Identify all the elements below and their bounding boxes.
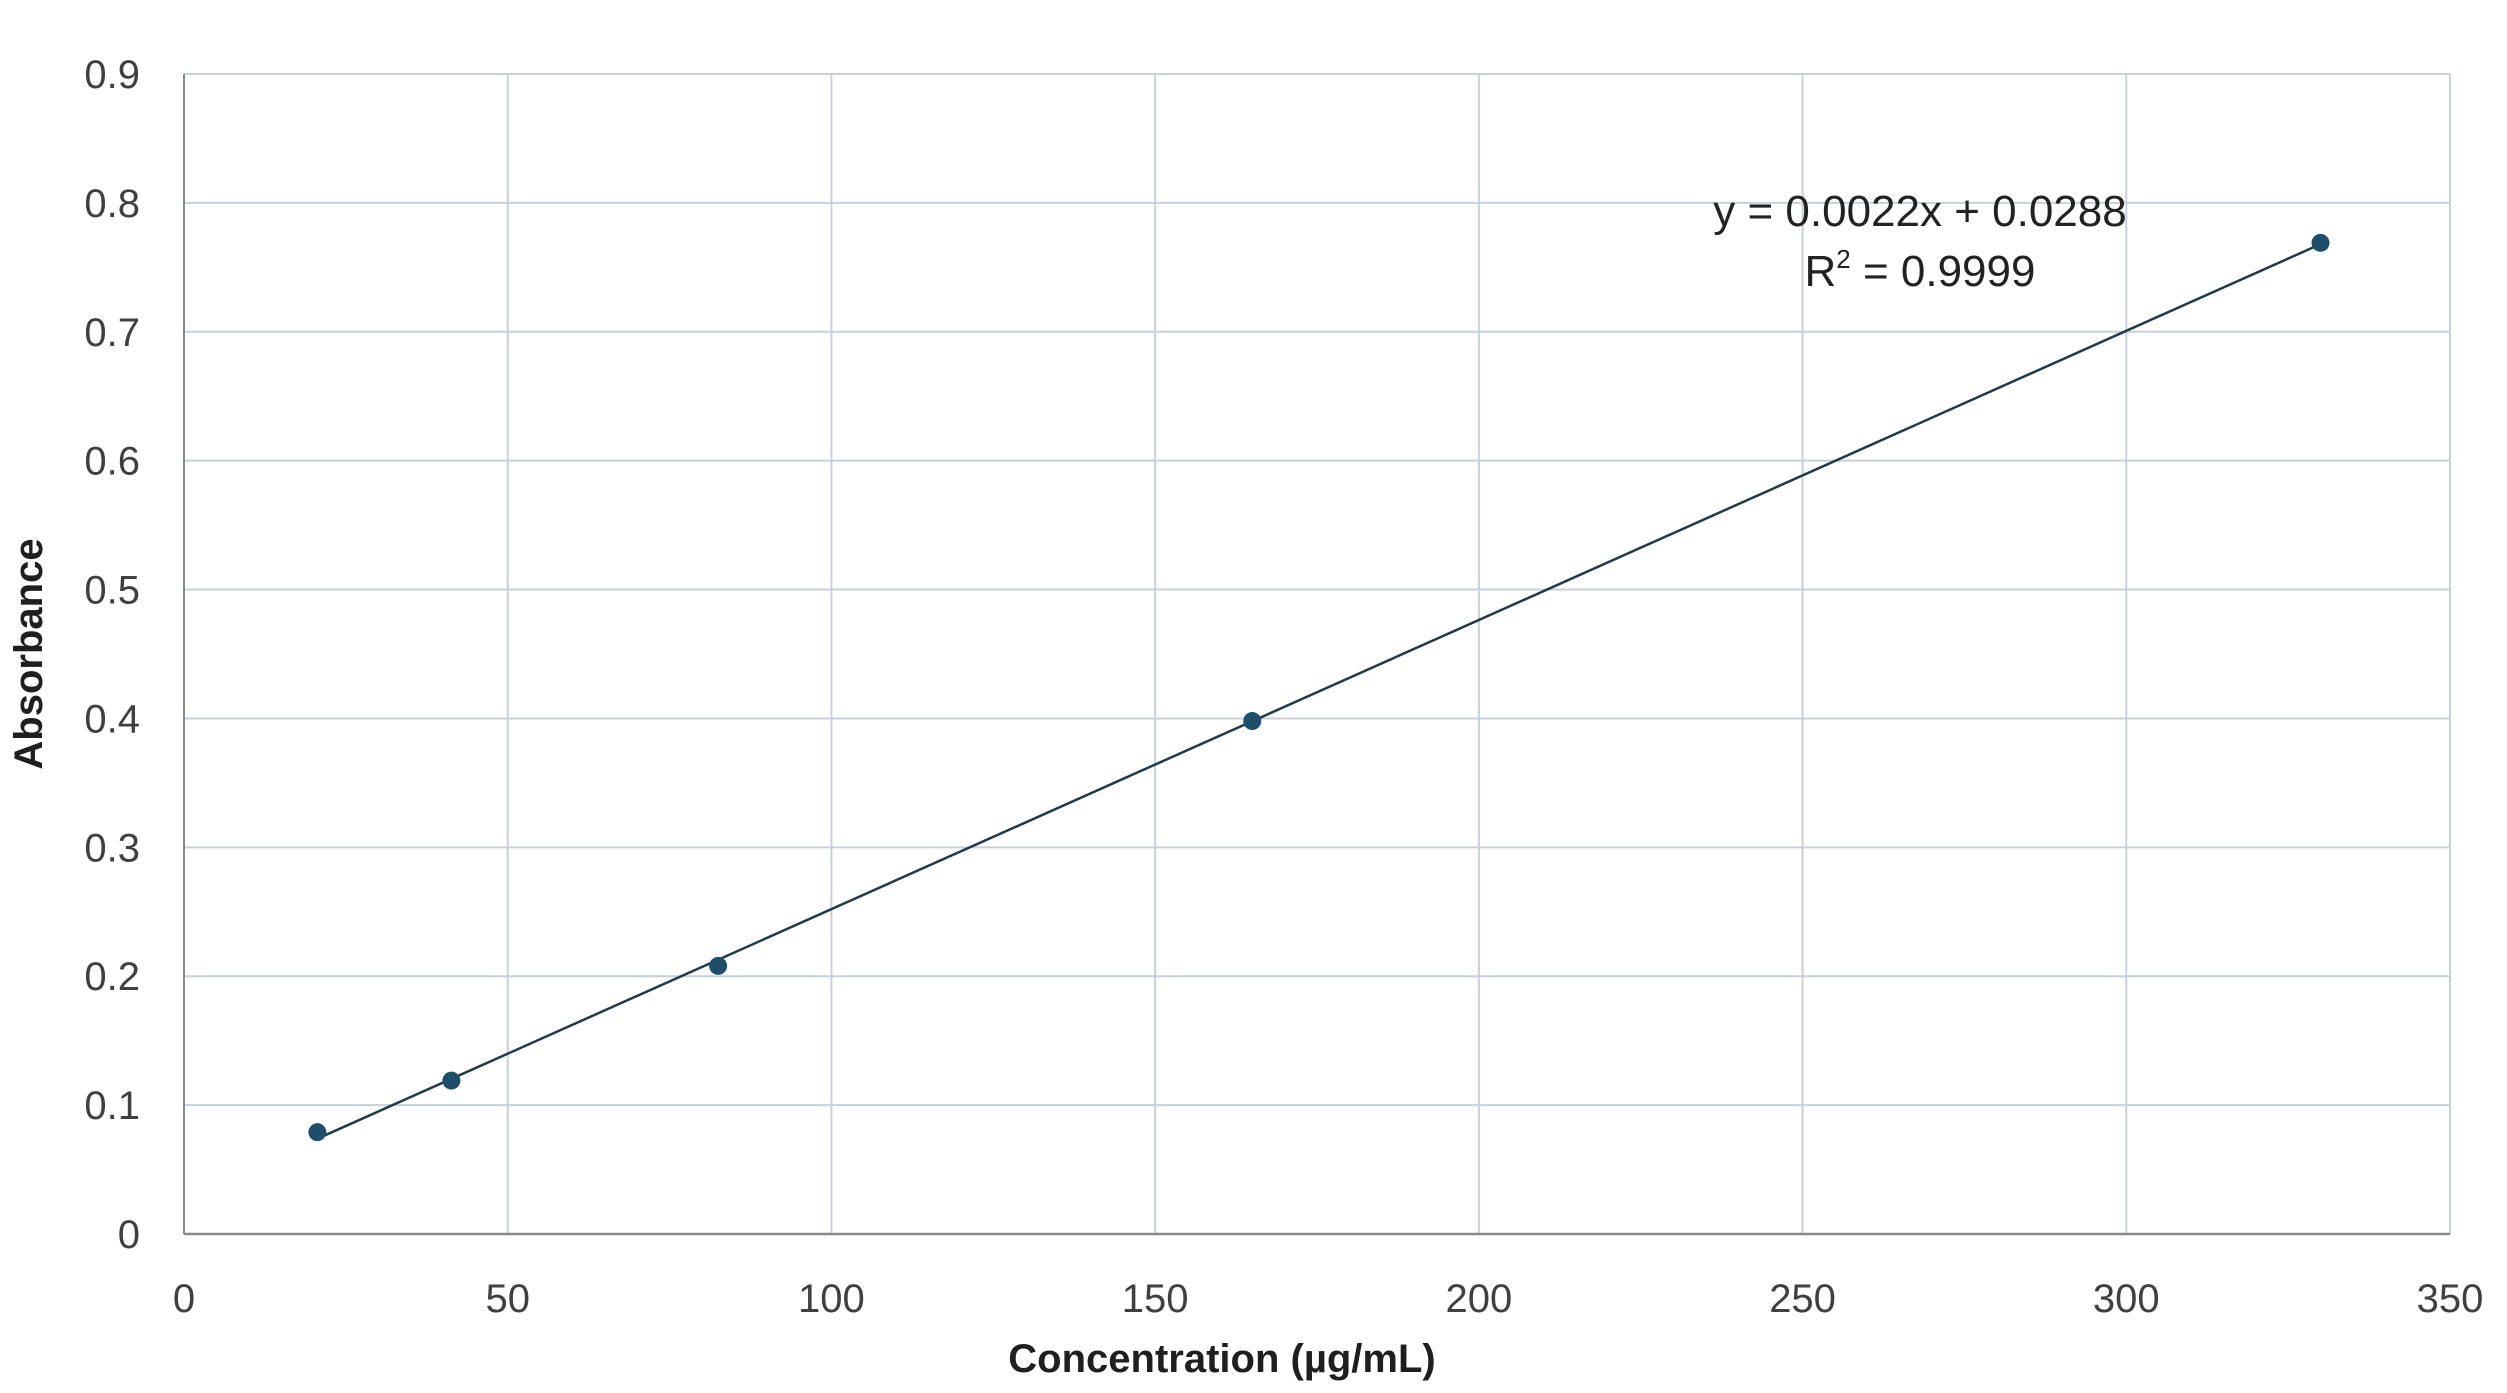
x-tick-label: 350 — [2417, 1277, 2484, 1321]
y-tick-label: 0.6 — [84, 440, 140, 484]
trendline-group — [316, 242, 2322, 1140]
y-tick-labels: 0 0.1 0.2 0.3 0.4 0.5 0.6 0.7 0.8 0.9 — [84, 53, 140, 1257]
x-tick-label: 0 — [173, 1277, 195, 1321]
y-tick-label: 0.2 — [84, 955, 140, 999]
y-tick-label: 0.4 — [84, 697, 140, 741]
y-tick-label: 0.9 — [84, 53, 140, 97]
y-tick-label: 0.3 — [84, 826, 140, 870]
data-points — [308, 233, 2330, 1142]
data-point — [2311, 233, 2330, 252]
y-axis-title: Absorbance — [7, 538, 51, 769]
x-tick-label: 200 — [1445, 1277, 1512, 1321]
data-point — [1243, 712, 1262, 731]
x-tick-label: 300 — [2093, 1277, 2160, 1321]
x-tick-label: 250 — [1769, 1277, 1836, 1321]
x-tick-label: 150 — [1122, 1277, 1189, 1321]
x-axis-title: Concentration (µg/mL) — [1008, 1337, 1435, 1381]
y-tick-label: 0.7 — [84, 311, 140, 355]
r-squared-label: R2 = 0.9999 — [1805, 244, 2036, 296]
data-point — [442, 1071, 461, 1090]
data-point — [308, 1123, 327, 1142]
y-tick-label: 0.1 — [84, 1084, 140, 1128]
trendline-equation: y = 0.0022x + 0.0288 — [1713, 187, 2126, 236]
x-tick-label: 50 — [485, 1277, 530, 1321]
grid — [183, 73, 2451, 1235]
y-tick-label: 0 — [118, 1213, 140, 1257]
y-tick-label: 0.8 — [84, 182, 140, 226]
trendline — [316, 242, 2322, 1140]
x-tick-labels: 0 50 100 150 200 250 300 350 — [173, 1277, 2484, 1321]
y-tick-label: 0.5 — [84, 569, 140, 613]
axes — [183, 74, 2450, 1236]
x-tick-label: 100 — [798, 1277, 865, 1321]
data-point — [709, 956, 728, 975]
